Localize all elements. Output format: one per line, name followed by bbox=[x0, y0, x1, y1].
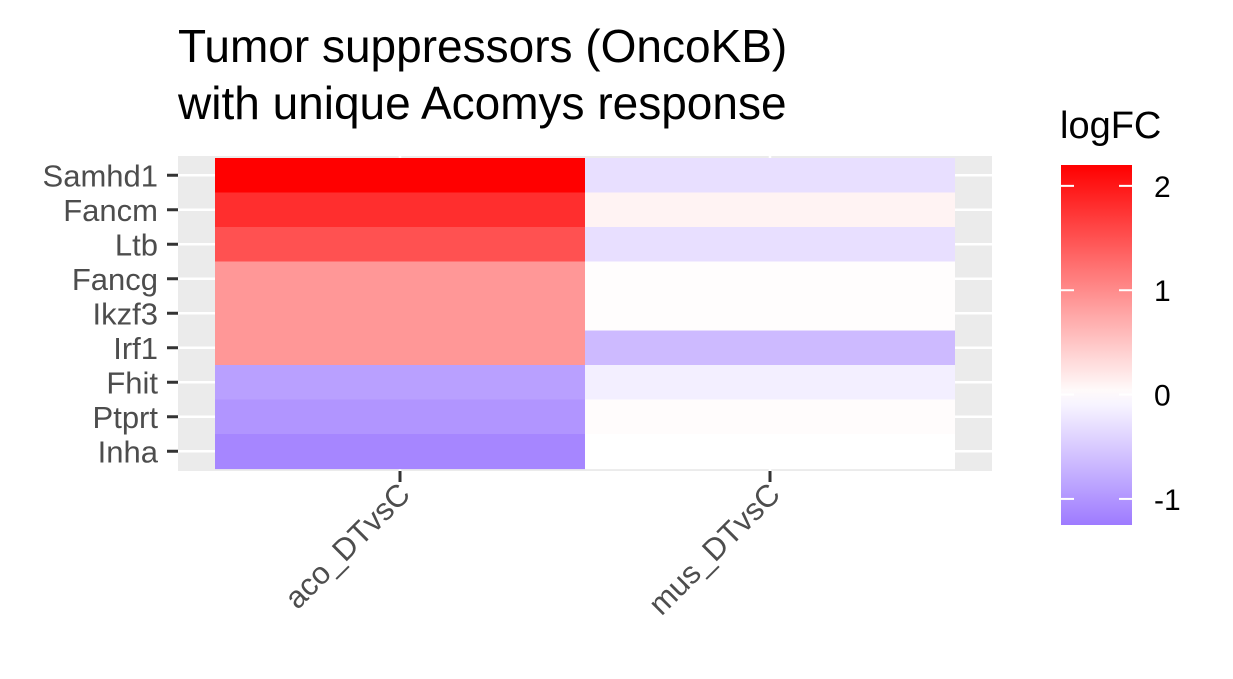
y-tick-label: Ltb bbox=[115, 227, 158, 262]
y-tick-label: Fancm bbox=[63, 193, 158, 228]
chart-title-line-1: Tumor suppressors (OncoKB) bbox=[178, 20, 787, 72]
heatmap-cell bbox=[215, 192, 585, 228]
y-tick-label: Irf1 bbox=[113, 331, 158, 366]
heatmap-cell bbox=[585, 365, 955, 401]
y-tick-label: Samhd1 bbox=[43, 158, 158, 193]
y-tick-label: Inha bbox=[98, 434, 159, 469]
x-tick-label: aco_DTvsC bbox=[278, 476, 417, 615]
legend-tick-label: 2 bbox=[1154, 171, 1171, 204]
legend-title: logFC bbox=[1060, 105, 1161, 147]
heatmap-cell bbox=[585, 158, 955, 194]
heatmap-cell bbox=[585, 296, 955, 332]
y-tick-label: Fhit bbox=[106, 365, 158, 400]
y-axis: Samhd1FancmLtbFancgIkzf3Irf1FhitPtprtInh… bbox=[43, 158, 178, 469]
heatmap-cell bbox=[215, 365, 585, 401]
chart-title: Tumor suppressors (OncoKB) with unique A… bbox=[177, 20, 787, 129]
heatmap-cell bbox=[585, 227, 955, 263]
legend-tick-label: 0 bbox=[1154, 380, 1171, 413]
x-tick-label: mus_DTvsC bbox=[642, 476, 787, 621]
heatmap-cell bbox=[215, 434, 585, 470]
heatmap-cell bbox=[585, 434, 955, 470]
heatmap-cell bbox=[585, 330, 955, 366]
heatmap-cell bbox=[215, 158, 585, 194]
y-tick-label: Ptprt bbox=[93, 400, 159, 435]
heatmap-cell bbox=[585, 261, 955, 297]
legend-tick-label: -1 bbox=[1154, 484, 1181, 517]
y-tick-label: Ikzf3 bbox=[93, 296, 158, 331]
x-axis: aco_DTvsC mus_DTvsC bbox=[278, 471, 787, 622]
heatmap-cell bbox=[215, 296, 585, 332]
chart-title-line-2: with unique Acomys response bbox=[177, 77, 787, 129]
heatmap-cell bbox=[215, 227, 585, 263]
legend-tick-label: 1 bbox=[1154, 275, 1171, 308]
heatmap-cells bbox=[215, 158, 955, 470]
heatmap-cell bbox=[585, 192, 955, 228]
y-tick-label: Fancg bbox=[72, 262, 158, 297]
heatmap-cell bbox=[215, 399, 585, 435]
heatmap-cell bbox=[585, 399, 955, 435]
heatmap-cell bbox=[215, 330, 585, 366]
legend-colorbar bbox=[1061, 165, 1132, 525]
color-legend: logFC 2 1 0 -1 bbox=[1060, 105, 1181, 525]
heatmap-cell bbox=[215, 261, 585, 297]
